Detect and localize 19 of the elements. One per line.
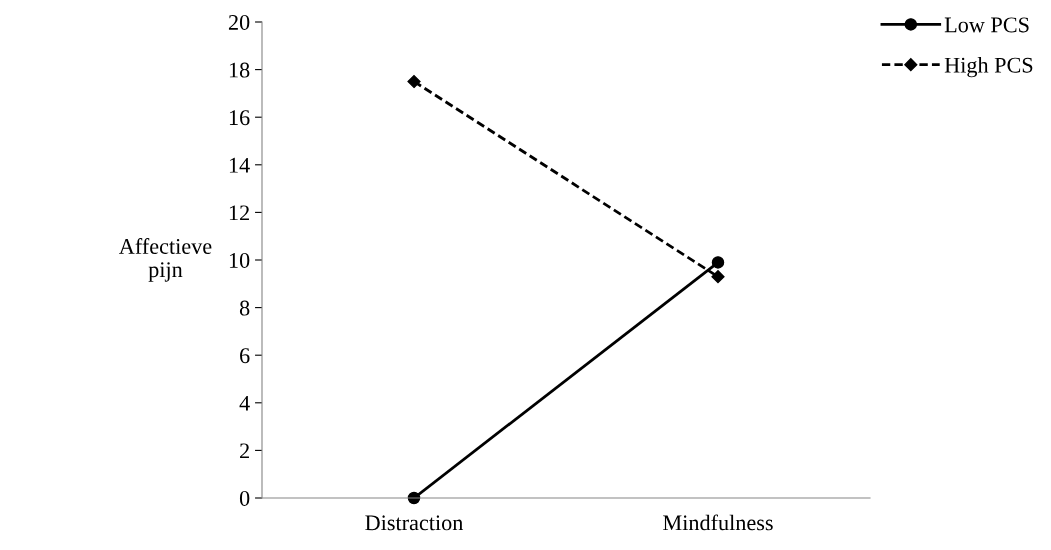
y-tick-label: 6: [240, 348, 250, 364]
y-tick-label: 4: [239, 395, 250, 411]
y-tick-label: 20: [228, 14, 250, 30]
legend-label: High PCS: [944, 57, 1033, 78]
x-tick-label: Mindfulness: [663, 514, 773, 531]
y-tick-label: 18: [229, 62, 250, 78]
point: [407, 74, 421, 89]
y-tick-label: 8: [239, 300, 250, 316]
x-tick-label: Distraction: [365, 515, 464, 531]
y-tick-label: 10: [229, 252, 250, 268]
legend-label: Low PCS: [944, 17, 1029, 33]
y-tick-label: 14: [229, 157, 250, 173]
y-axis-title: Affectieve pijn: [119, 238, 212, 282]
point: [711, 270, 725, 284]
y-tick-label: 12: [229, 205, 249, 221]
point: [711, 256, 725, 269]
y-tick-label: 0: [239, 490, 250, 506]
y-tick-label: 16: [229, 110, 250, 126]
y-tick-label: 2: [240, 443, 249, 459]
